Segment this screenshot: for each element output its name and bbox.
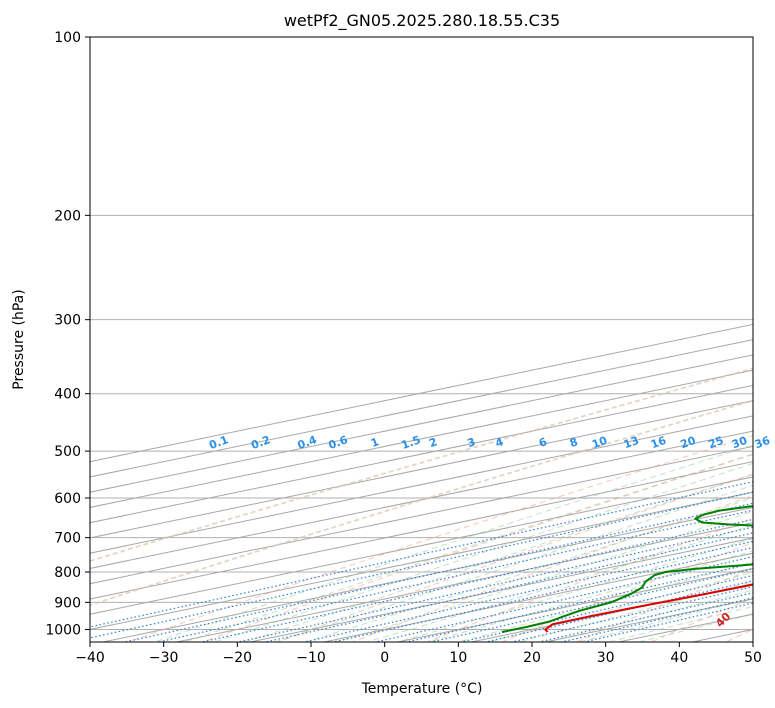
mixing-ratio-label: 8 — [568, 435, 580, 450]
y-tick-label: 1000 — [45, 622, 81, 638]
saturation-reference-line — [90, 367, 753, 562]
isotherm-line — [174, 522, 753, 642]
y-tick-label: 900 — [54, 595, 81, 611]
y-tick-label: 100 — [54, 30, 81, 46]
mixing-ratio-label: 10 — [590, 434, 609, 452]
mixing-ratio-label: 36 — [753, 434, 772, 452]
mixing-ratio-line — [90, 491, 753, 639]
x-axis-label: Temperature (°C) — [361, 681, 483, 697]
plot-frame — [89, 36, 754, 643]
moist-adiabat-line — [243, 473, 753, 642]
isotherm-line — [90, 476, 753, 615]
x-tick-label: 30 — [597, 650, 615, 666]
x-tick-label: 40 — [670, 650, 688, 666]
dry-adiabat-line — [350, 495, 753, 642]
moist-adiabat-line — [303, 497, 753, 642]
isotherm-line — [90, 445, 753, 585]
y-tick-label: 700 — [54, 531, 81, 547]
isotherm-line — [90, 430, 753, 569]
mixing-ratio-label: 6 — [537, 435, 549, 450]
moist-adiabat-line — [182, 453, 753, 642]
y-tick-label: 200 — [54, 208, 81, 224]
y-tick-label: 800 — [54, 565, 81, 581]
y-axis-label: Pressure (hPa) — [11, 289, 27, 389]
y-tick-label: 600 — [54, 491, 81, 507]
chart-title: wetPf2_GN05.2025.280.18.55.C35 — [284, 11, 560, 31]
y-axis: 100 200 300 400 500 600 700 800 900 1000 — [45, 30, 90, 638]
mixing-ratio-label: 0.1 — [207, 433, 230, 452]
mixing-ratio-label: 1 — [369, 435, 381, 450]
isotherm-line — [90, 491, 753, 630]
y-tick-label: 400 — [54, 387, 81, 403]
x-tick-label: 0 — [380, 650, 389, 666]
mixing-ratio-label: 0.6 — [327, 433, 350, 452]
mixing-ratio-label: 0.2 — [249, 433, 272, 452]
isotherm-line — [247, 537, 753, 642]
moist-adiabat-line — [606, 605, 753, 642]
mixing-ratio-label: 1.5 — [400, 433, 423, 452]
isotherm-line — [90, 461, 753, 600]
mixing-ratio-line — [428, 568, 753, 642]
x-tick-label: 10 — [449, 650, 467, 666]
moist-adiabat-line — [516, 581, 753, 642]
x-tick-label: −20 — [223, 650, 253, 666]
moist-adiabat-line — [576, 597, 753, 642]
x-tick-label: −40 — [75, 650, 105, 666]
mixing-ratio-label: 2 — [427, 435, 439, 450]
saturation-reference-line — [90, 399, 753, 607]
mixing-ratio-label: 25 — [707, 434, 726, 451]
x-tick-label: 50 — [744, 650, 762, 666]
x-axis: −40 −30 −20 −10 0 10 20 30 40 50 — [75, 642, 762, 666]
mixing-ratio-line — [372, 556, 753, 642]
mixing-ratio-line — [404, 562, 753, 642]
mixing-ratio-label: 30 — [730, 434, 749, 452]
x-tick-label: 20 — [523, 650, 541, 666]
mixing-ratio-line — [262, 532, 753, 642]
isotherm-line — [90, 323, 753, 463]
mixing-ratio-line — [155, 509, 753, 642]
mixing-ratio-label: 4 — [494, 435, 506, 450]
x-tick-label: −10 — [296, 650, 326, 666]
dry-adiabat-line — [201, 453, 753, 642]
mixing-ratio-label: 0.4 — [296, 433, 319, 452]
mixing-ratio-label: 20 — [679, 434, 698, 452]
mixing-ratio-label: 13 — [622, 434, 641, 451]
moist-adiabat-line — [486, 571, 753, 642]
mixing-ratio-label: 16 — [649, 434, 668, 452]
moist-adiabat-line — [395, 537, 753, 642]
dry-adiabat-line — [276, 473, 753, 642]
isoline-labels: -100-90-80-70-60-50-40-30-20-10010203040… — [207, 433, 772, 630]
moist-adiabat-line — [334, 510, 753, 642]
moist-adiabat-line — [212, 462, 753, 642]
isotherm-line — [90, 415, 753, 554]
mixing-ratio-line — [122, 502, 753, 642]
isotherm-line — [100, 506, 753, 642]
background-lines — [90, 37, 753, 642]
plot-background — [90, 37, 753, 642]
x-tick-label: −30 — [149, 650, 179, 666]
y-tick-label: 300 — [54, 313, 81, 329]
mixing-ratio-line — [235, 526, 753, 642]
mixing-ratio-label: 3 — [466, 435, 478, 450]
y-tick-label: 500 — [54, 444, 81, 460]
